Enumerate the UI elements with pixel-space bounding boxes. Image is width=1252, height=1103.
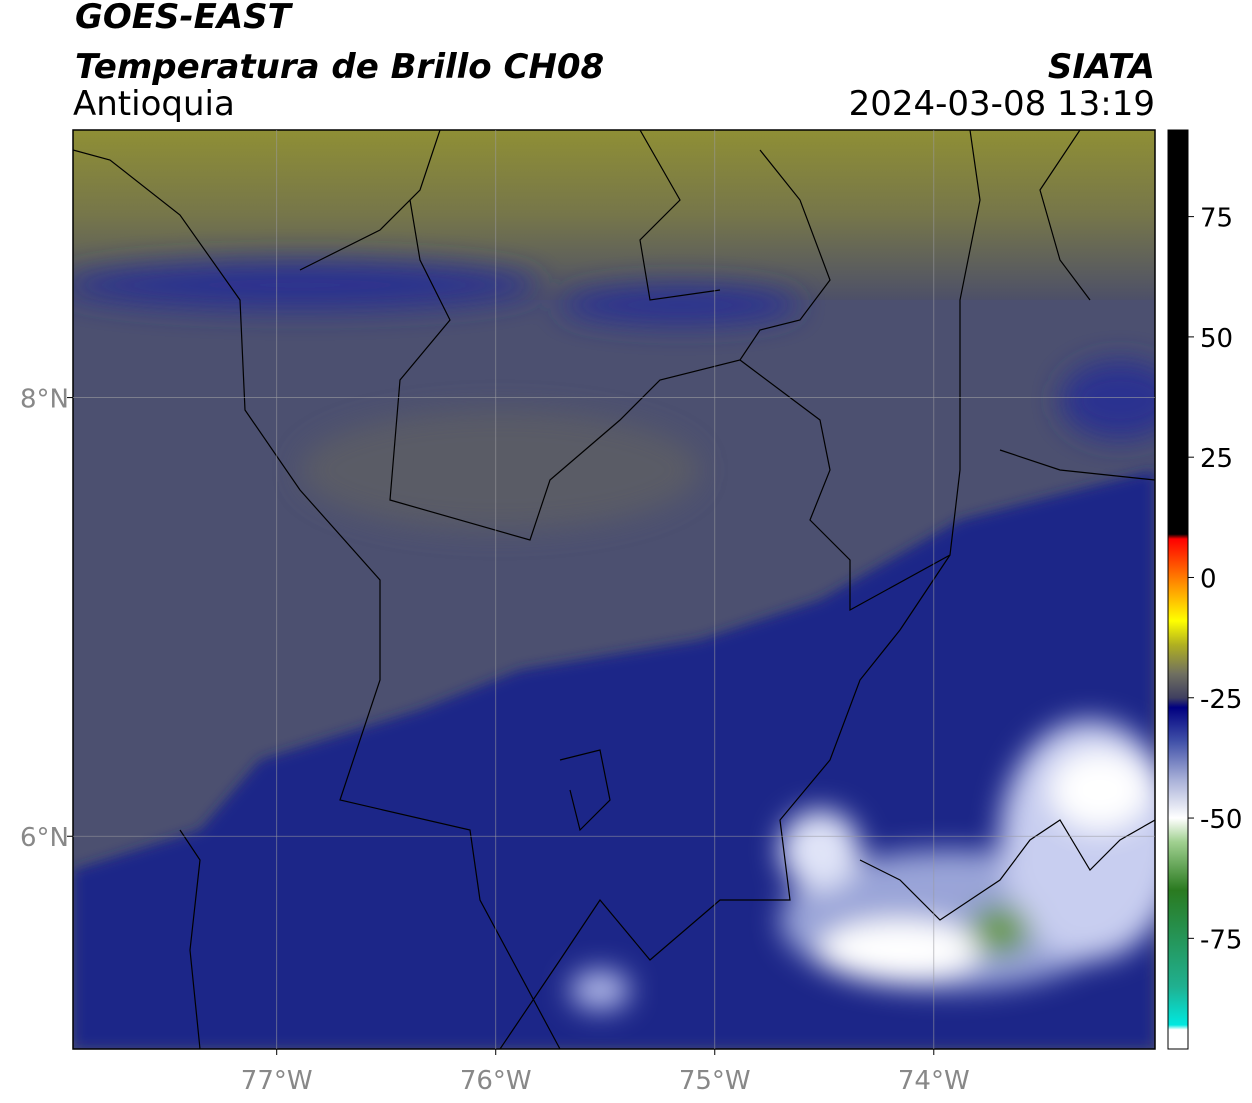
subtitle: Temperatura de Brillo CH08 [75, 47, 604, 87]
colorbar-tick-label: 75 [1200, 204, 1233, 234]
colorbar-tick-label: -75 [1200, 925, 1242, 955]
colorbar-tick-label: -50 [1200, 805, 1242, 835]
colorbar-tick-label: 25 [1200, 444, 1233, 474]
map-frame [72, 129, 1156, 1050]
lon-tick-label: 75°W [679, 1066, 751, 1096]
source: SIATA [1048, 47, 1155, 87]
satellite-image [73, 130, 1155, 1049]
colorbar [1167, 129, 1189, 1050]
datetime: 2024-03-08 13:19 [849, 84, 1155, 124]
lat-tick-label: 6°N [20, 823, 69, 853]
lon-tick-label: 76°W [460, 1066, 532, 1096]
lat-tick-label: 8°N [20, 385, 69, 415]
colorbar-tick-label: 0 [1200, 564, 1217, 594]
region: Antioquia [73, 84, 235, 124]
colorbar-tick-label: -25 [1200, 685, 1242, 715]
title: GOES-EAST [75, 0, 294, 37]
lon-tick-label: 74°W [898, 1066, 970, 1096]
colorbar-tick-label: 50 [1200, 324, 1233, 354]
lon-tick-label: 77°W [241, 1066, 313, 1096]
